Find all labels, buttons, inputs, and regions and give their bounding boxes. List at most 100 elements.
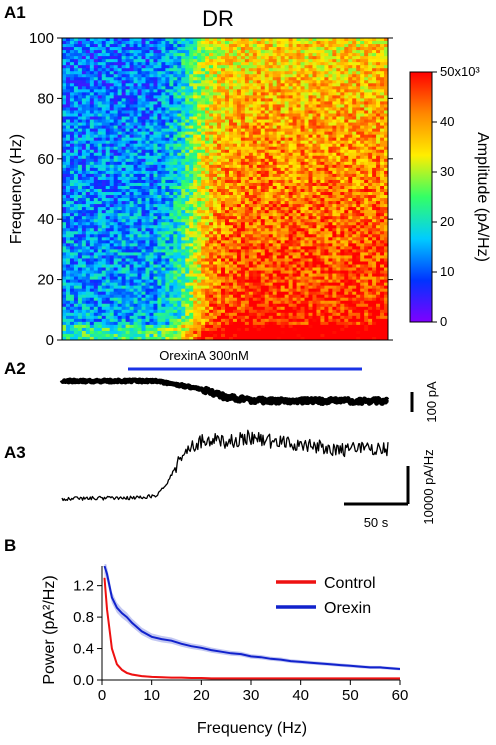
heatmap-cell bbox=[205, 107, 210, 111]
heatmap-cell bbox=[65, 146, 71, 151]
heatmap-cell bbox=[197, 41, 202, 45]
heatmap-cell bbox=[105, 86, 111, 90]
heatmap-cell bbox=[137, 155, 142, 160]
heatmap-cell bbox=[264, 125, 270, 129]
heatmap-cell bbox=[137, 71, 142, 75]
heatmap-cell bbox=[312, 173, 317, 178]
heatmap-cell bbox=[248, 119, 254, 123]
heatmap-cell bbox=[296, 149, 301, 154]
heatmap-cell bbox=[352, 74, 357, 78]
heatmap-cell bbox=[177, 155, 182, 160]
heatmap-cell bbox=[181, 59, 186, 63]
heatmap-cell bbox=[85, 122, 91, 126]
heatmap-cell bbox=[149, 113, 154, 117]
heatmap-cell bbox=[109, 210, 115, 214]
heatmap-cell bbox=[260, 101, 266, 105]
heatmap-cell bbox=[320, 92, 325, 96]
heatmap-cell bbox=[352, 83, 357, 87]
heatmap-cell bbox=[236, 128, 242, 133]
heatmap-cell bbox=[364, 104, 369, 108]
heatmap-cell bbox=[292, 207, 297, 211]
heatmap-cell bbox=[217, 210, 222, 214]
heatmap-cell bbox=[117, 146, 123, 151]
heatmap-cell bbox=[65, 107, 71, 111]
heatmap-cell bbox=[133, 182, 138, 187]
heatmap-cell bbox=[117, 89, 123, 93]
heatmap-cell bbox=[129, 74, 134, 78]
heatmap-cell bbox=[69, 38, 75, 42]
heatmap-cell bbox=[117, 207, 123, 211]
heatmap-cell bbox=[300, 98, 305, 102]
heatmap-cell bbox=[332, 219, 337, 223]
heatmap-cell bbox=[236, 170, 242, 175]
heatmap-cell bbox=[65, 83, 71, 87]
heatmap-cell bbox=[228, 65, 234, 69]
heatmap-cell bbox=[372, 89, 377, 93]
heatmap-cell bbox=[149, 176, 154, 181]
heatmap-cell bbox=[189, 119, 194, 123]
heatmap-cell bbox=[376, 92, 381, 96]
heatmap-cell bbox=[236, 167, 242, 172]
heatmap-cell bbox=[81, 47, 87, 51]
heatmap-cell bbox=[221, 198, 226, 202]
heatmap-cell bbox=[340, 113, 345, 117]
heatmap-cell bbox=[304, 74, 309, 78]
heatmap-cell bbox=[308, 131, 313, 136]
heatmap-cell bbox=[117, 50, 123, 54]
heatmap-cell bbox=[260, 207, 266, 211]
heatmap-cell bbox=[153, 107, 158, 111]
heatmap-cell bbox=[288, 116, 293, 120]
heatmap-cell bbox=[380, 50, 385, 54]
heatmap-cell bbox=[232, 122, 238, 126]
heatmap-cell bbox=[105, 189, 111, 193]
heatmap-cell bbox=[62, 192, 67, 196]
heatmap-cell bbox=[105, 41, 111, 45]
heatmap-cell bbox=[336, 149, 341, 154]
heatmap-cell bbox=[240, 152, 246, 157]
heatmap-cell bbox=[193, 158, 198, 163]
heatmap-cell bbox=[85, 207, 91, 211]
heatmap-cell bbox=[232, 152, 238, 157]
heatmap-cell bbox=[372, 128, 377, 133]
heatmap-cell bbox=[133, 116, 138, 120]
heatmap-cell bbox=[384, 107, 389, 111]
heatmap-cell bbox=[296, 80, 301, 84]
heatmap-cell bbox=[129, 134, 134, 139]
heatmap-cell bbox=[113, 74, 119, 78]
heatmap-cell bbox=[260, 92, 266, 96]
heatmap-cell bbox=[332, 107, 337, 111]
heatmap-cell bbox=[209, 89, 214, 93]
heatmap-cell bbox=[93, 89, 99, 93]
heatmap-cell bbox=[252, 155, 258, 160]
heatmap-cell bbox=[169, 152, 174, 157]
heatmap-cell bbox=[376, 192, 381, 196]
heatmap-cell bbox=[312, 116, 317, 120]
heatmap-cell bbox=[69, 41, 75, 45]
heatmap-cell bbox=[97, 189, 103, 193]
heatmap-cell bbox=[209, 210, 214, 214]
heatmap-cell bbox=[189, 59, 194, 63]
heatmap-cell bbox=[248, 182, 254, 187]
heatmap-cell bbox=[62, 95, 67, 99]
heatmap-cell bbox=[264, 179, 270, 184]
heatmap-cell bbox=[81, 38, 87, 42]
heatmap-cell bbox=[77, 80, 83, 84]
heatmap-cell bbox=[117, 41, 123, 45]
heatmap-cell bbox=[189, 216, 194, 220]
heatmap-cell bbox=[384, 86, 389, 90]
heatmap-cell bbox=[93, 83, 99, 87]
heatmap-cell bbox=[312, 219, 317, 223]
heatmap-cell bbox=[97, 56, 103, 60]
heatmap-cell bbox=[336, 65, 341, 69]
heatmap-cell bbox=[81, 182, 87, 187]
heatmap-cell bbox=[356, 41, 361, 45]
heatmap-cell bbox=[185, 213, 190, 217]
heatmap-cell bbox=[173, 122, 178, 126]
heatmap-cell bbox=[380, 110, 385, 114]
heatmap-cell bbox=[344, 131, 349, 136]
heatmap-cell bbox=[137, 179, 142, 184]
heatmap-cell bbox=[193, 53, 198, 57]
heatmap-cell bbox=[93, 204, 99, 208]
heatmap-cell bbox=[356, 101, 361, 105]
heatmap-cell bbox=[332, 101, 337, 105]
